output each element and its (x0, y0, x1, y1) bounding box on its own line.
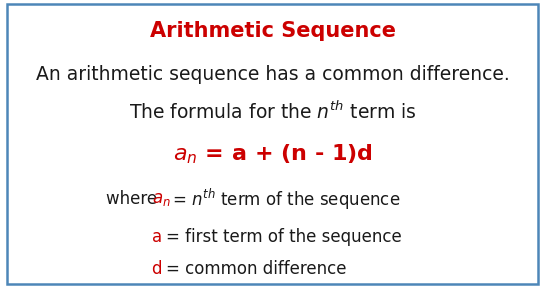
Text: where: where (106, 190, 162, 208)
Text: = first term of the sequence: = first term of the sequence (166, 228, 402, 246)
FancyBboxPatch shape (7, 4, 538, 284)
Text: a: a (152, 228, 162, 246)
Text: $a_n$: $a_n$ (152, 190, 170, 208)
Text: d: d (152, 260, 162, 278)
Text: $a_n$ = a + (n - 1)d: $a_n$ = a + (n - 1)d (173, 142, 372, 166)
Text: = common difference: = common difference (166, 260, 347, 278)
Text: Arithmetic Sequence: Arithmetic Sequence (149, 21, 396, 40)
Text: An arithmetic sequence has a common difference.: An arithmetic sequence has a common diff… (35, 65, 510, 84)
Text: The formula for the $n^{th}$ term is: The formula for the $n^{th}$ term is (129, 101, 416, 123)
Text: = $n^{th}$ term of the sequence: = $n^{th}$ term of the sequence (172, 187, 400, 212)
